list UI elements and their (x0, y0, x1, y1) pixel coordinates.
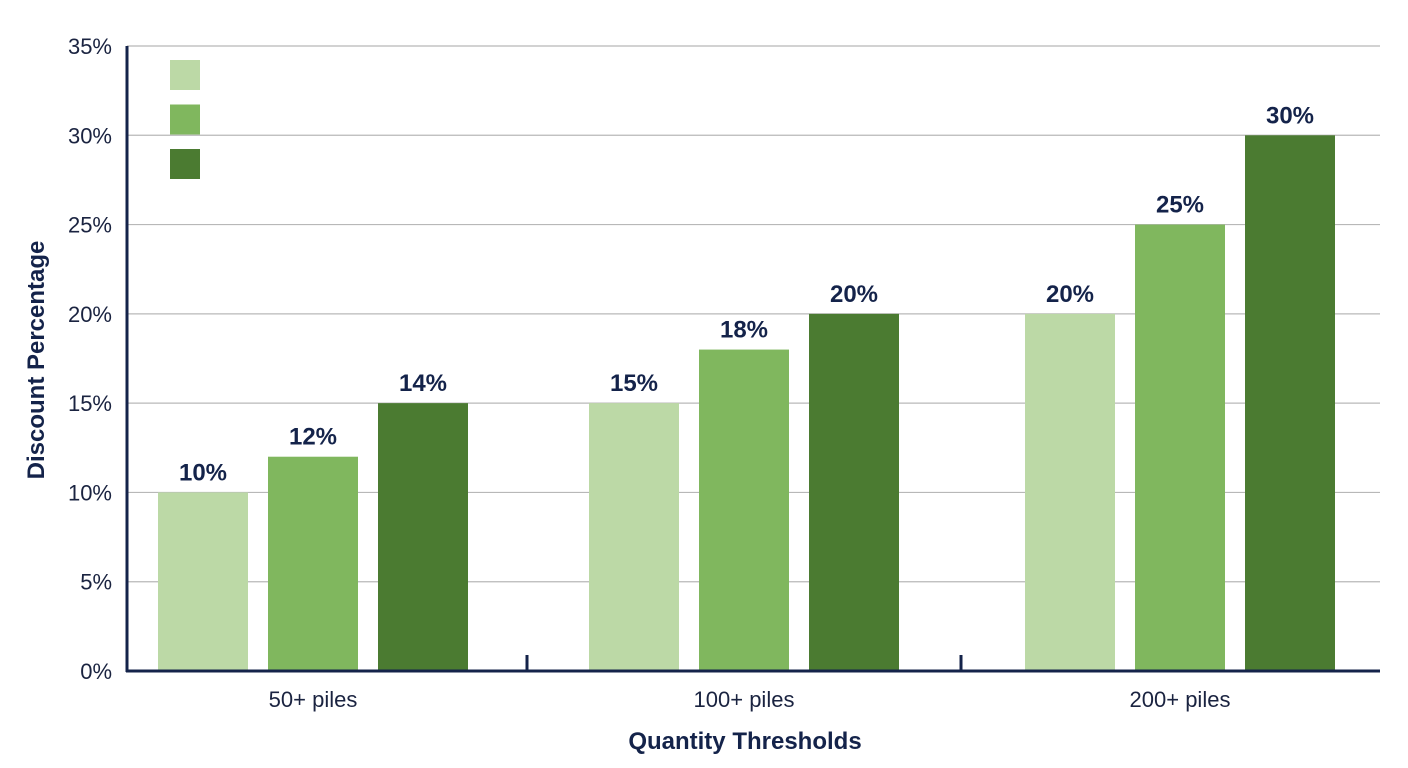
bar (1135, 224, 1225, 672)
bar (1025, 313, 1115, 671)
bar (699, 349, 789, 671)
legend-swatch (170, 104, 200, 135)
y-tick-label: 15% (68, 391, 112, 416)
y-tick-label: 5% (80, 570, 112, 595)
x-tick-label: 100+ piles (694, 687, 795, 712)
data-label: 18% (720, 317, 768, 344)
y-tick-label: 35% (68, 34, 112, 59)
bar (809, 313, 899, 671)
y-tick-label: 20% (68, 302, 112, 327)
data-label: 20% (830, 281, 878, 308)
y-tick-label: 10% (68, 480, 112, 505)
bar (268, 456, 358, 671)
bar (589, 403, 679, 671)
data-label: 15% (610, 370, 658, 397)
x-axis-title: Quantity Thresholds (628, 728, 861, 755)
y-tick-label: 25% (68, 213, 112, 238)
data-label: 25% (1156, 192, 1204, 219)
data-label: 10% (179, 459, 227, 486)
bar (1245, 135, 1335, 672)
y-tick-label: 30% (68, 123, 112, 148)
bar (158, 492, 248, 671)
data-label: 14% (399, 370, 447, 397)
y-tick-label: 0% (80, 659, 112, 684)
legend-swatch (170, 60, 200, 90)
legend-swatch (170, 149, 200, 179)
y-axis-title: Discount Percentage (23, 241, 50, 480)
x-tick-label: 200+ piles (1130, 687, 1231, 712)
data-label: 30% (1266, 102, 1314, 129)
bar (378, 403, 468, 671)
x-tick-label: 50+ piles (269, 687, 358, 712)
data-label: 20% (1046, 281, 1094, 308)
data-label: 12% (289, 424, 337, 451)
